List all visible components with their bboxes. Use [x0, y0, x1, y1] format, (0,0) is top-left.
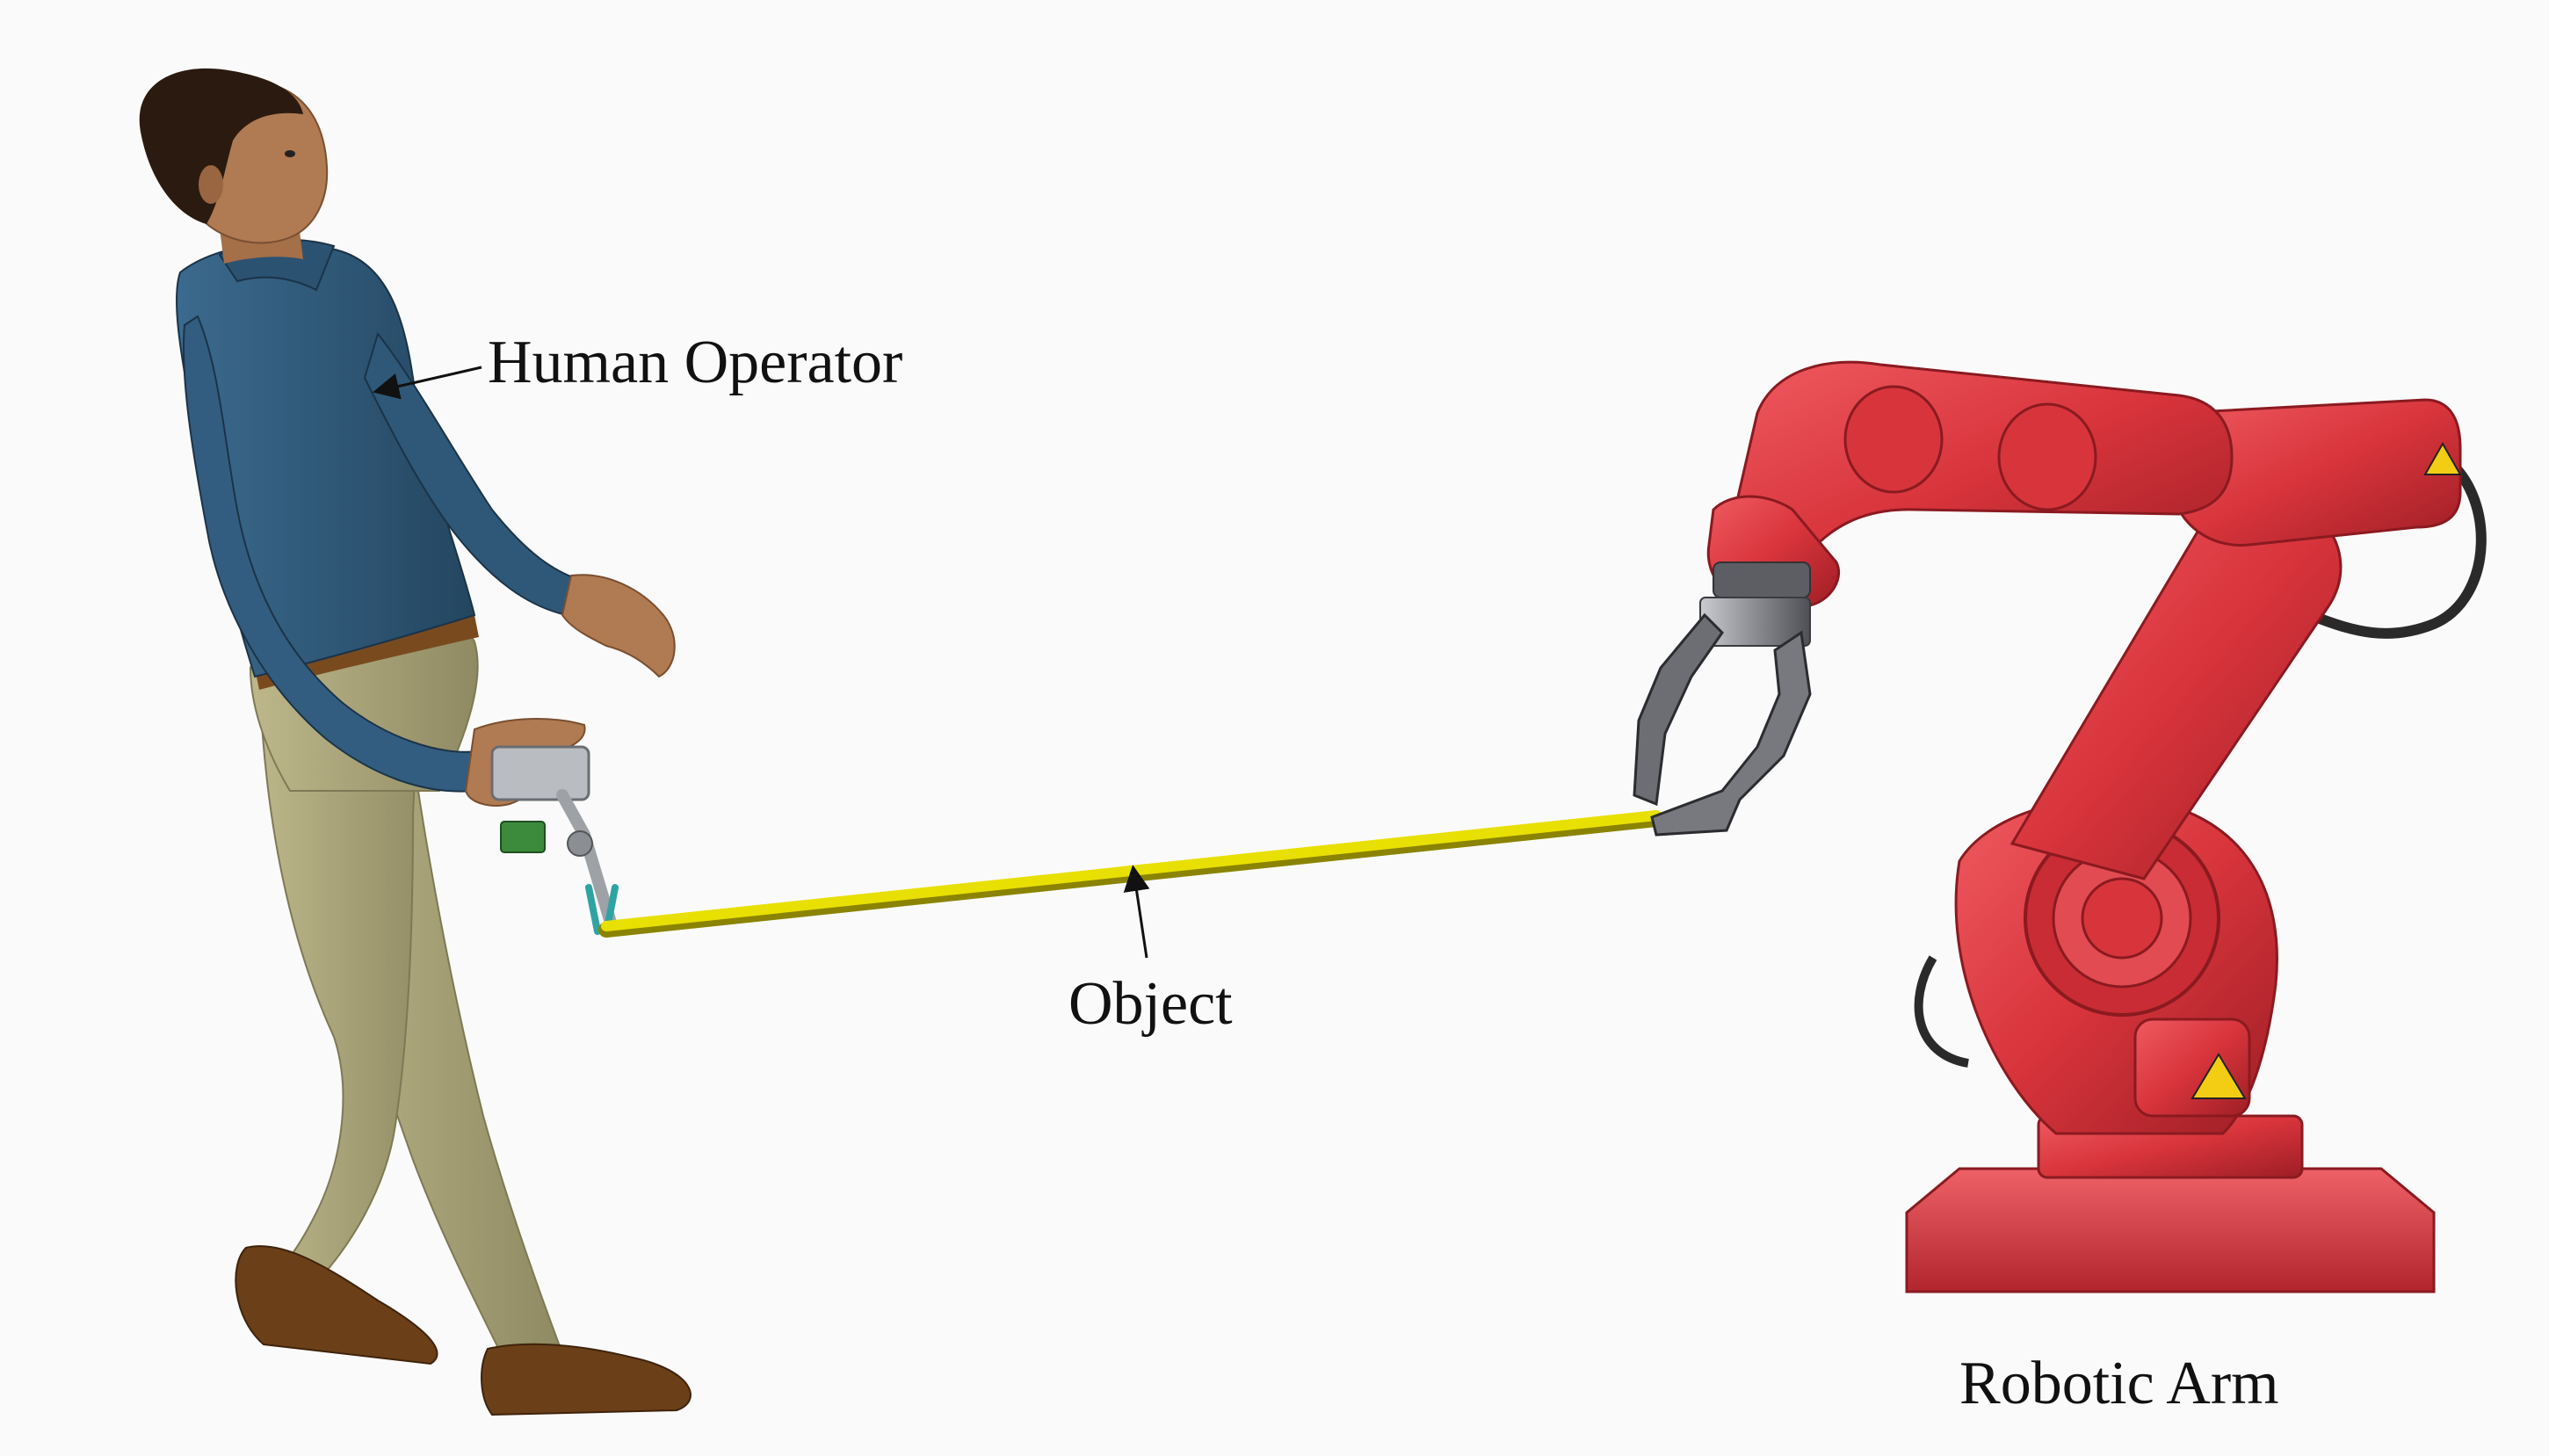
warning-icon: [2191, 441, 2462, 1099]
robot-shoulder-hub: [2081, 877, 2163, 960]
label-object: Object: [1068, 970, 1233, 1038]
robotic-arm-figure: [1633, 360, 2487, 1293]
robot-base-plate: [1905, 1167, 2436, 1293]
handheld-gripper-device: [490, 745, 619, 937]
device-joint: [567, 830, 593, 857]
object-rod: [598, 810, 1664, 938]
device-arm: [556, 789, 617, 929]
robot-motor-housing: [2133, 1018, 2251, 1118]
robot-forearm-joint: [1843, 385, 1944, 494]
device-body: [490, 745, 590, 801]
robot-cable-bundle: [2308, 453, 2487, 639]
human-hair: [139, 68, 303, 224]
arrow-human-operator: [373, 366, 482, 400]
human-eye: [285, 150, 295, 157]
robot-upper-arm: [2010, 497, 2343, 880]
robot-elbow-housing: [2169, 398, 2462, 547]
human-operator-figure: [139, 68, 692, 1416]
robot-forearm-joint-2: [1997, 402, 2097, 511]
robot-gripper: [1633, 597, 1812, 837]
human-ear: [199, 165, 223, 204]
robot-wrist-flange: [1713, 561, 1811, 598]
human-shoe-back: [481, 1343, 692, 1416]
gripper-finger-left: [1633, 612, 1724, 807]
device-jaw-a: [585, 884, 601, 935]
human-shoe-front: [235, 1245, 438, 1365]
label-human-operator: Human Operator: [488, 329, 903, 396]
device-circuit-board: [500, 821, 546, 853]
arrow-object: [1123, 865, 1150, 959]
label-robotic-arm: Robotic Arm: [1959, 1350, 2279, 1417]
human-hand-right: [561, 574, 676, 678]
robot-cable-lower: [1914, 955, 1969, 1068]
gripper-finger-right: [1650, 630, 1812, 837]
